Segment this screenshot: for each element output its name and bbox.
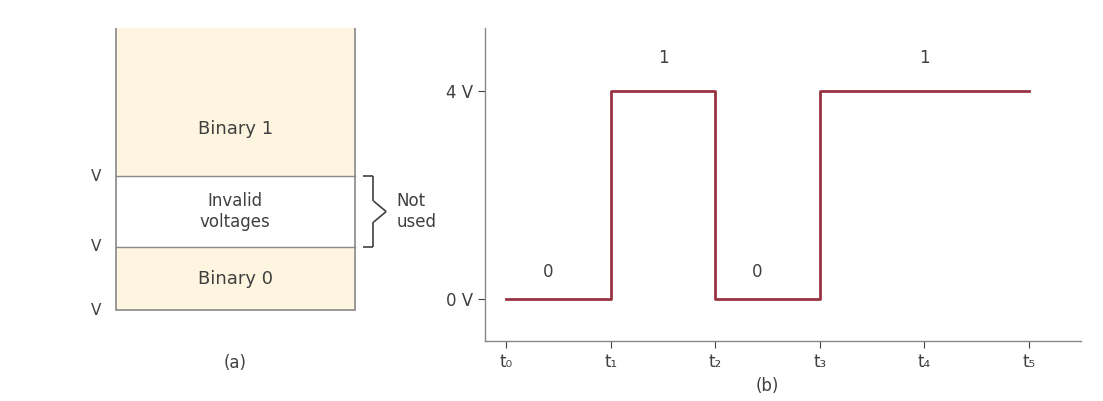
- Text: V: V: [90, 303, 101, 318]
- Text: Not
used: Not used: [397, 192, 437, 231]
- Text: (b): (b): [756, 377, 779, 395]
- Text: V: V: [90, 169, 101, 184]
- Bar: [116, 10, 355, 176]
- Bar: [116, 247, 355, 310]
- Text: Binary 0: Binary 0: [197, 269, 272, 288]
- Text: V: V: [90, 239, 101, 254]
- Text: Invalid
voltages: Invalid voltages: [200, 192, 270, 231]
- Text: 0: 0: [752, 263, 762, 281]
- Text: Binary 1: Binary 1: [197, 119, 272, 138]
- Text: (a): (a): [224, 354, 247, 372]
- Bar: [116, 176, 355, 247]
- Text: 0: 0: [543, 263, 554, 281]
- Text: 1: 1: [919, 49, 930, 67]
- Bar: [116, 10, 355, 310]
- Text: 1: 1: [657, 49, 668, 67]
